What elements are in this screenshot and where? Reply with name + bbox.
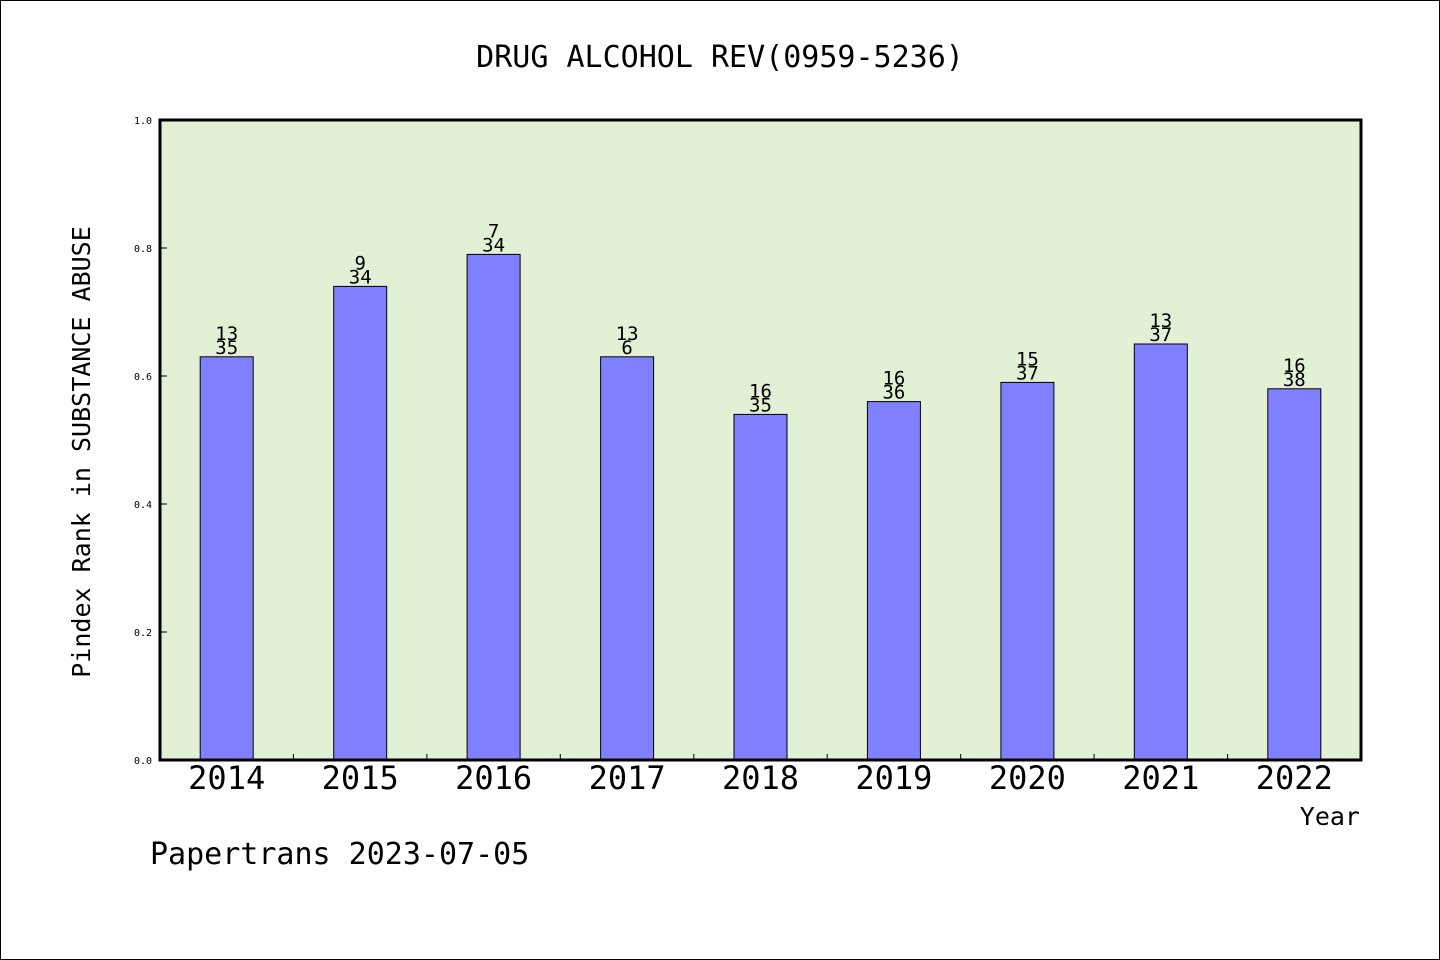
data-label-bottom: 38 bbox=[1283, 369, 1306, 391]
data-label-top: 13 bbox=[616, 323, 639, 345]
data-label-top: 16 bbox=[749, 380, 772, 402]
bar-2016 bbox=[466, 253, 521, 761]
data-label-bottom: 35 bbox=[749, 394, 772, 416]
bar-2014 bbox=[199, 356, 254, 761]
data-label-top: 16 bbox=[1283, 355, 1306, 377]
y-tick-label: 0.2 bbox=[134, 628, 152, 639]
data-label-bottom: 37 bbox=[1149, 324, 1172, 346]
bar-2020 bbox=[1000, 381, 1055, 761]
data-label-top: 16 bbox=[882, 368, 905, 390]
data-label-top: 15 bbox=[1016, 348, 1039, 370]
plot-border bbox=[158, 118, 1363, 762]
y-tick-label: 0.0 bbox=[134, 756, 152, 767]
x-tick-label: 2016 bbox=[455, 759, 532, 797]
data-label-top: 13 bbox=[215, 323, 238, 345]
data-label-bottom: 37 bbox=[1016, 362, 1039, 384]
data-label-top: 7 bbox=[488, 220, 499, 242]
footer-credit: Papertrans 2023-07-05 bbox=[150, 837, 529, 872]
x-tick-label: 2021 bbox=[1122, 759, 1199, 797]
chart-title: DRUG ALCOHOL REV(0959-5236) bbox=[476, 40, 964, 75]
x-tick-label: 2017 bbox=[589, 759, 666, 797]
data-label-bottom: 34 bbox=[349, 266, 372, 288]
data-label-top: 13 bbox=[1149, 310, 1172, 332]
bar-2021 bbox=[1133, 343, 1188, 761]
data-label-bottom: 34 bbox=[482, 234, 505, 256]
bar-2019 bbox=[866, 401, 921, 761]
data-label-top: 9 bbox=[354, 252, 365, 274]
x-tick-label: 2020 bbox=[989, 759, 1066, 797]
bar-2022 bbox=[1267, 388, 1322, 761]
x-axis: 2014 2015 2016 2017 2018 2019 2020 2021 2022 bbox=[188, 754, 1333, 797]
data-label-bottom: 36 bbox=[882, 382, 905, 404]
bar-2018 bbox=[733, 413, 788, 761]
y-tick-label: 0.4 bbox=[134, 500, 152, 511]
y-tick-label: 0.8 bbox=[134, 244, 152, 255]
x-tick-label: 2015 bbox=[322, 759, 399, 797]
data-label-bottom: 35 bbox=[215, 337, 238, 359]
bars-layer bbox=[199, 253, 1322, 761]
y-tick-label: 0.6 bbox=[134, 372, 152, 383]
x-axis-label: Year bbox=[1300, 802, 1360, 831]
x-tick-label: 2022 bbox=[1256, 759, 1333, 797]
bar-2015 bbox=[333, 285, 388, 761]
bar-2017 bbox=[600, 356, 655, 761]
y-tick-label: 1.0 bbox=[134, 116, 152, 127]
x-tick-label: 2018 bbox=[722, 759, 799, 797]
data-label-bottom: 6 bbox=[621, 337, 632, 359]
x-tick-label: 2014 bbox=[188, 759, 265, 797]
x-tick-label: 2019 bbox=[855, 759, 932, 797]
y-axis-label: Pindex Rank in SUBSTANCE ABUSE bbox=[67, 226, 96, 678]
